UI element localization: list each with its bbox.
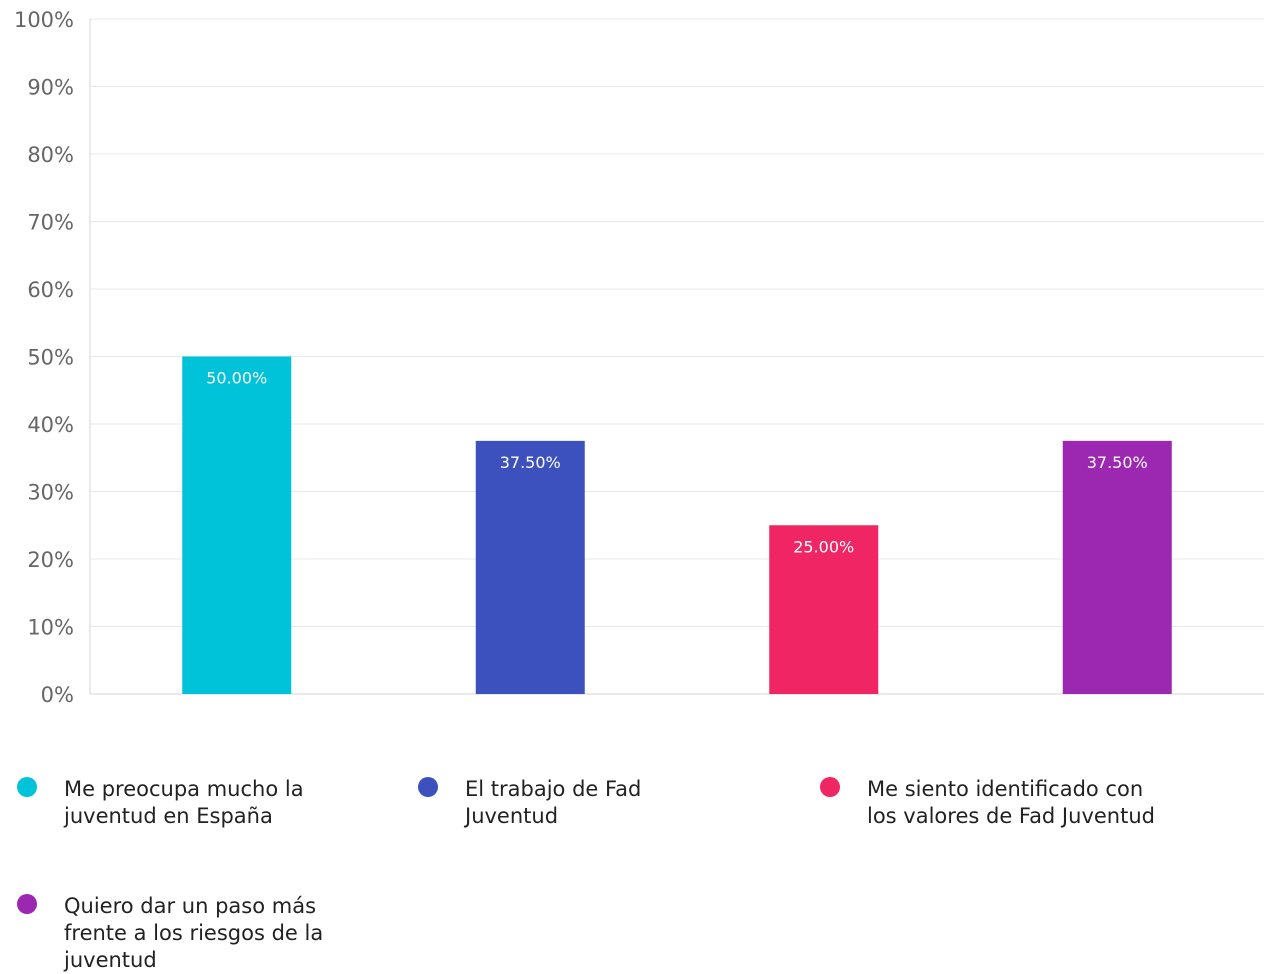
y-tick-label: 20%	[27, 548, 74, 572]
bar-value-label: 37.50%	[1087, 453, 1148, 472]
y-tick-label: 10%	[27, 616, 74, 640]
legend-label: Me preocupa mucho la juventud en España	[64, 777, 304, 828]
legend-marker-icon	[418, 777, 438, 797]
y-tick-label: 0%	[41, 683, 74, 707]
legend-item-2[interactable]: Me siento identificado con los valores d…	[820, 776, 1157, 830]
bar[interactable]	[769, 525, 879, 694]
bar-value-label: 37.50%	[500, 453, 561, 472]
legend-marker-icon	[17, 777, 37, 797]
bar[interactable]	[182, 356, 292, 695]
legend-label: Quiero dar un paso más frente a los ries…	[64, 894, 324, 972]
data-labels: 50.00% 37.50% 25.00% 37.50%	[206, 369, 1148, 557]
legend-item-3[interactable]: Quiero dar un paso más frente a los ries…	[17, 893, 369, 974]
legend-label: Me siento identificado con los valores d…	[867, 777, 1155, 828]
y-tick-label: 30%	[27, 481, 74, 505]
y-tick-label: 60%	[27, 278, 74, 302]
legend: Me preocupa mucho la juventud en España …	[0, 760, 1266, 972]
bar-value-label: 25.00%	[793, 537, 854, 556]
bar-chart: 0% 10% 20% 30% 40% 50% 60% 70% 80% 90% 100% 50.00%…	[14, 8, 1264, 707]
legend-item-1[interactable]: El trabajo de Fad Juventud	[418, 776, 695, 830]
bar[interactable]	[1062, 440, 1172, 694]
legend-marker-icon	[820, 777, 840, 797]
y-tick-label: 40%	[27, 413, 74, 437]
bars	[182, 356, 1172, 695]
legend-marker-icon	[17, 894, 37, 914]
legend-label: El trabajo de Fad Juventud	[465, 777, 642, 828]
y-tick-label: 70%	[27, 211, 74, 235]
y-tick-label: 100%	[14, 8, 74, 32]
y-tick-label: 90%	[27, 76, 74, 100]
y-tick-label: 80%	[27, 143, 74, 167]
y-axis: 0% 10% 20% 30% 40% 50% 60% 70% 80% 90% 100%	[14, 8, 91, 707]
bar[interactable]	[475, 440, 585, 694]
bar-value-label: 50.00%	[206, 369, 267, 388]
legend-item-0[interactable]: Me preocupa mucho la juventud en España	[17, 776, 364, 830]
y-tick-label: 50%	[27, 346, 74, 370]
